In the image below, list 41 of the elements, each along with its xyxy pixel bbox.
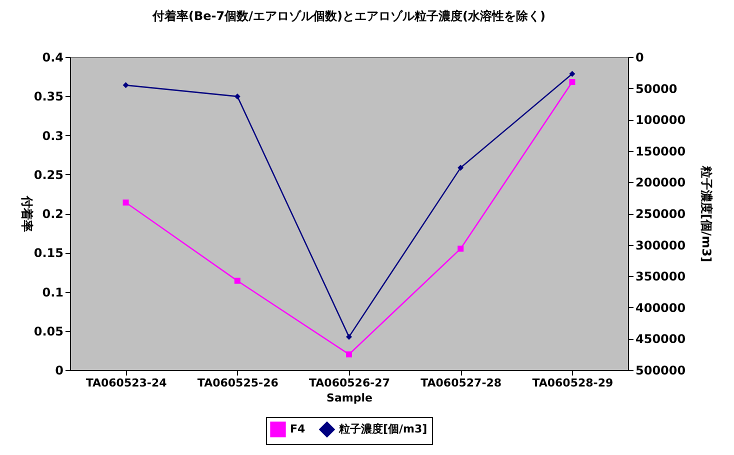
y-tick-label: 0.05 xyxy=(34,324,64,338)
y-axis-title: 付着率 xyxy=(20,195,34,232)
y2-tick-label: 350000 xyxy=(636,270,686,284)
point xyxy=(346,334,352,340)
y-tick-label: 0.2 xyxy=(42,207,64,221)
point xyxy=(122,200,129,206)
legend-label: F4 xyxy=(290,422,306,436)
point xyxy=(458,246,464,252)
y2-tick-label: 200000 xyxy=(636,176,686,190)
y2-tick-label: 50000 xyxy=(636,82,678,96)
x-tick-label: TA060525-26 xyxy=(197,376,279,390)
y2-tick-label: 0 xyxy=(636,50,644,64)
y-tick-label: 0 xyxy=(55,364,64,378)
x-tick-label: TA060528-29 xyxy=(532,376,614,390)
x-tick-label: TA060527-28 xyxy=(420,376,502,390)
y2-tick-label: 300000 xyxy=(636,238,686,252)
legend-label: 粒子濃度[個/m3] xyxy=(338,422,428,436)
x-axis-title: Sample xyxy=(326,392,372,404)
point xyxy=(458,164,464,171)
y-tick-label: 0.35 xyxy=(34,90,64,104)
y2-tick-label: 150000 xyxy=(636,144,686,158)
y2-tick-label: 250000 xyxy=(636,207,686,221)
y2-axis-title: 粒子濃度[個/m3] xyxy=(700,164,714,262)
point xyxy=(234,278,240,284)
y-tick-label: 0.15 xyxy=(34,246,64,260)
y-tick-label: 0.25 xyxy=(34,168,64,182)
y-tick-label: 0.1 xyxy=(42,285,64,300)
y2-tick-label: 450000 xyxy=(636,332,686,346)
y2-tick-label: 100000 xyxy=(636,113,686,128)
x-tick-label: TA060523-24 xyxy=(86,376,168,390)
point xyxy=(234,93,240,100)
chart-title: 付着率(Be-7個数/エアロゾル個数)とエアロゾル粒子濃度(水溶性を除く) xyxy=(152,9,546,23)
y-tick-label: 0.3 xyxy=(42,128,64,143)
point xyxy=(346,351,352,358)
point xyxy=(122,82,129,88)
point xyxy=(569,79,576,86)
y2-tick-label: 500000 xyxy=(636,364,686,378)
point xyxy=(569,70,576,77)
y2-tick-label: 400000 xyxy=(636,300,686,315)
y-tick-label: 0.4 xyxy=(42,50,64,64)
x-tick-label: TA060526-27 xyxy=(309,376,390,390)
